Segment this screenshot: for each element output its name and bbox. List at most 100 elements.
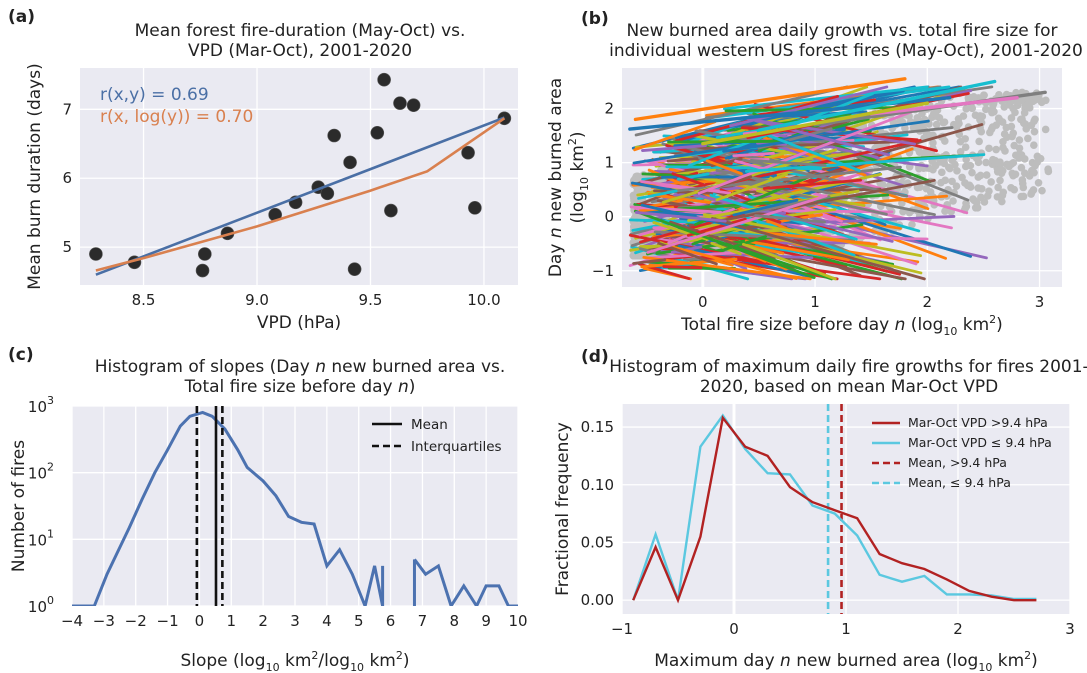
panel-b-point [1015, 144, 1024, 153]
panel-a-fit-linear [95, 116, 505, 276]
panel-c-plot [72, 406, 518, 606]
panel-b-point [961, 162, 970, 171]
panel-b-xtick-label: 3 [1035, 293, 1045, 311]
panel-d-xtick-label: 3 [1065, 620, 1075, 638]
panel-b-point [1033, 152, 1042, 161]
panel-b-point [992, 145, 1000, 154]
panel-b-point [932, 120, 941, 129]
panel-d-legend-label: Mar-Oct VPD >9.4 hPa [908, 415, 1048, 430]
panel-b-point [1003, 133, 1011, 142]
panel-c-label: (c) [8, 345, 34, 365]
panel-b-point [977, 185, 986, 193]
panel-b-point [1010, 185, 1019, 194]
panel-c-axes: −4 −3 −2 −1 0 1 2 3 4 5 6 7 8 9 10 100 101 102 103 (c) Histo… [8, 345, 528, 673]
panel-b-fire-line [641, 144, 707, 152]
panel-b-point [1017, 192, 1026, 201]
panel-c-xtick-label: 1 [227, 612, 237, 630]
panel-b-point [1030, 127, 1039, 136]
panel-b-fire-line [715, 178, 936, 223]
panel-b-point [962, 155, 971, 164]
panel-b-fire-line [683, 145, 909, 198]
panel-d-xlabel: Maximum day n new burned area (log10 km2… [654, 649, 1038, 673]
panel-d-title: 2020, based on mean Mar-Oct VPD [700, 377, 998, 397]
panel-b-point [1030, 168, 1038, 177]
panel-b-point [948, 177, 956, 186]
panel-b-point [926, 188, 935, 196]
panel-b-point [996, 176, 1004, 185]
panel-b-point [982, 171, 991, 179]
panel-a-annotation: r(x, log(y)) = 0.70 [100, 107, 253, 127]
panel-b-point [985, 187, 993, 195]
panel-b-fire-line [754, 214, 826, 224]
panel-b-point [976, 115, 984, 124]
panel-c-xtick-label: −3 [93, 612, 115, 630]
panel-b-fire-line [710, 217, 926, 281]
panel-b-fire-line [633, 120, 717, 152]
panel-b-ylabel: Day n new burned area [546, 78, 566, 277]
panel-c-xtick-label: −2 [125, 612, 147, 630]
panel-c-ytick-label: 103 [28, 394, 54, 416]
panel-b-xlabel: Total fire size before day n (log10 km2) [680, 313, 1003, 338]
panel-a-xtick-label: 9.5 [359, 291, 383, 309]
panel-b-ytick-label: 1 [604, 154, 614, 172]
panel-b-fire-line [669, 245, 798, 280]
panel-b-point [965, 181, 974, 190]
panel-d-legend-label: Mar-Oct VPD ≤ 9.4 hPa [908, 435, 1052, 450]
panel-b-fire-line [640, 180, 732, 195]
panel-d-series-line [632, 413, 1037, 601]
panel-d-xtick-label: 1 [841, 620, 851, 638]
panel-a-xtick-label: 10.0 [467, 291, 500, 309]
panel-b-point [987, 178, 995, 186]
panel-b-fire-line [755, 189, 793, 202]
panel-b-point [961, 135, 969, 143]
panel-d-series-line [632, 414, 1037, 604]
panel-b-label: (b) [581, 9, 609, 29]
panel-b-fire-line [729, 85, 889, 128]
panel-b-point [953, 167, 961, 175]
panel-b-fire-line [758, 142, 823, 161]
panel-b-point [973, 204, 982, 212]
panel-b-point [929, 139, 937, 147]
panel-a-ytick-label: 7 [62, 100, 72, 118]
panel-b-fire-line [715, 128, 761, 139]
panel-b-point [954, 115, 963, 123]
panel-b-fire-line [731, 139, 922, 184]
panel-c-xtick-label: 9 [481, 612, 491, 630]
panel-b-title: New burned area daily growth vs. total f… [626, 21, 1057, 41]
panel-b-fire-line [634, 211, 727, 223]
panel-b-point [1024, 134, 1032, 143]
panel-a-point [468, 201, 482, 215]
panel-d-ytick-label: 0.15 [581, 418, 614, 436]
panel-c-xtick-label: −4 [61, 612, 83, 630]
panel-b-point [979, 91, 988, 100]
panel-a-point [327, 128, 341, 143]
panel-d-legend-label: Mean, ≤ 9.4 hPa [908, 475, 1011, 490]
panel-b-point [989, 155, 997, 164]
panel-b-title: individual western US forest fires (May-… [609, 41, 1083, 61]
panel-b-fire-line [633, 77, 907, 122]
panel-b-point [915, 148, 924, 156]
panel-b-point [909, 123, 918, 132]
panel-b-point [1009, 104, 1017, 113]
panel-c-xtick-label: 3 [290, 612, 300, 630]
panel-b-fire-line [732, 151, 775, 158]
panel-b-axes: 0 1 2 3 −1 0 1 2 (b) New burned area daily growth… [546, 9, 1083, 338]
panel-b-fire-line [757, 79, 997, 132]
panel-b-fire-line [667, 139, 785, 144]
panel-b-point [1018, 179, 1027, 188]
panel-b-fire-line [869, 96, 1019, 116]
panel-b-point [965, 93, 974, 102]
panel-c-title: Total fire size before day n) [184, 377, 416, 397]
panel-b-fire-line [637, 189, 678, 200]
panel-b-fire-line [749, 158, 827, 167]
panel-b-point [961, 143, 970, 152]
panel-b-point [998, 118, 1007, 126]
panel-b-fire-line [632, 258, 667, 265]
panel-b-fire-line [646, 194, 828, 254]
panel-b-point [913, 114, 922, 122]
panel-b-point [922, 149, 931, 158]
panel-a-ytick-label: 6 [62, 169, 72, 187]
panel-b-point [985, 144, 993, 153]
panel-c-histogram-line [72, 410, 385, 606]
